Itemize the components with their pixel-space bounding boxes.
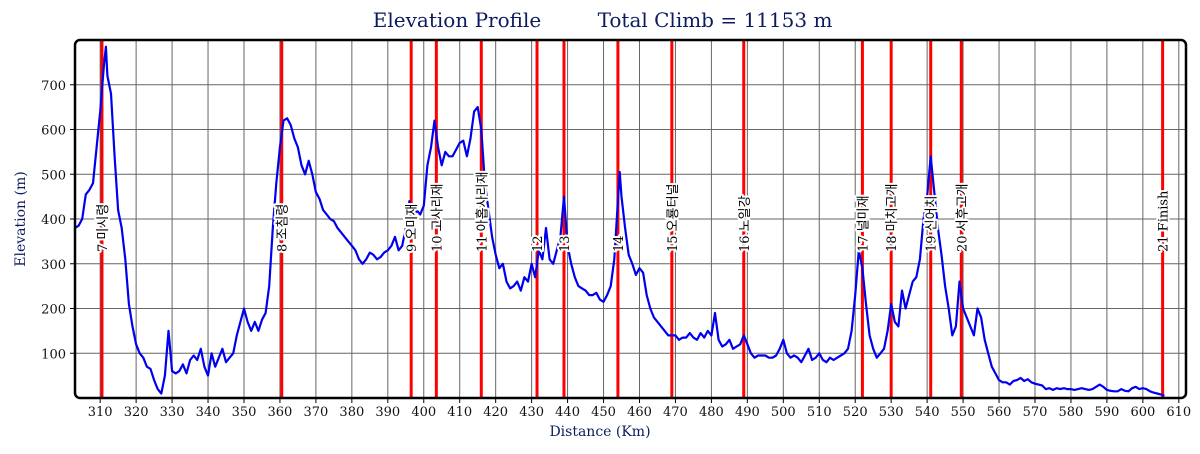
x-tick-label: 400 bbox=[411, 405, 436, 420]
checkpoint-label: 10 고사리재 bbox=[430, 183, 445, 252]
x-tick-label: 470 bbox=[663, 405, 688, 420]
chart-subtitle: Total Climb = 11153 m bbox=[598, 8, 833, 32]
checkpoint-label: 16 노일강 bbox=[738, 195, 753, 252]
grid-layer bbox=[75, 40, 1186, 398]
x-tick-label: 590 bbox=[1094, 405, 1119, 420]
checkpoint-layer bbox=[100, 40, 1165, 398]
x-tick-label: 380 bbox=[339, 405, 364, 420]
x-tick-label: 420 bbox=[483, 405, 508, 420]
tick-layer: 310 320 330 340 350 360 370 380 390 400 410 420 430 4… bbox=[41, 79, 1191, 420]
checkpoint-label: 21 Finish bbox=[1157, 190, 1172, 252]
x-tick-label: 570 bbox=[1023, 405, 1048, 420]
y-tick-label: 100 bbox=[41, 347, 66, 362]
x-tick-label: 340 bbox=[196, 405, 221, 420]
x-tick-label: 460 bbox=[627, 405, 652, 420]
x-tick-label: 580 bbox=[1059, 405, 1084, 420]
checkpoint-label: 7 미시령 bbox=[96, 204, 111, 252]
x-tick-label: 370 bbox=[303, 405, 328, 420]
y-tick-label: 300 bbox=[41, 258, 66, 273]
y-tick-label: 700 bbox=[41, 79, 66, 94]
x-tick-label: 360 bbox=[268, 405, 293, 420]
checkpoint-label: 20 서후고개 bbox=[955, 183, 970, 252]
checkpoint-label: 8 조침령 bbox=[276, 204, 291, 252]
x-tick-label: 510 bbox=[807, 405, 832, 420]
checkpoint-label: 12 bbox=[531, 235, 546, 252]
x-tick-label: 330 bbox=[160, 405, 185, 420]
series-layer bbox=[74, 45, 1165, 397]
x-tick-label: 490 bbox=[735, 405, 760, 420]
checkpoint-label: 19 신어치 bbox=[925, 195, 940, 252]
x-tick-label: 600 bbox=[1130, 405, 1155, 420]
elevation-line bbox=[74, 45, 1165, 397]
y-axis-label: Elevation (m) bbox=[13, 171, 29, 266]
y-tick-label: 600 bbox=[41, 124, 66, 139]
checkpoint-label-layer: 7 미시령 8 조침령 9 오미재 10 고사리재 11 아홉사리재 12 13 14 15 오… bbox=[94, 170, 1174, 254]
x-tick-label: 450 bbox=[591, 405, 616, 420]
x-tick-label: 430 bbox=[519, 405, 544, 420]
x-tick-label: 500 bbox=[771, 405, 796, 420]
checkpoint-label: 18 마치고개 bbox=[885, 183, 900, 252]
x-tick-label: 540 bbox=[915, 405, 940, 420]
checkpoint-label: 9 오미재 bbox=[405, 204, 420, 252]
checkpoint-label: 15 오룡터널 bbox=[666, 183, 681, 252]
x-tick-label: 390 bbox=[375, 405, 400, 420]
chart-title: Elevation Profile bbox=[373, 8, 541, 32]
x-tick-label: 320 bbox=[124, 405, 149, 420]
x-tick-label: 480 bbox=[699, 405, 724, 420]
checkpoint-label: 17 널미재 bbox=[856, 195, 871, 252]
x-tick-label: 610 bbox=[1166, 405, 1191, 420]
checkpoint-label: 14 bbox=[612, 235, 627, 252]
x-tick-label: 530 bbox=[879, 405, 904, 420]
x-tick-label: 410 bbox=[447, 405, 472, 420]
x-tick-label: 520 bbox=[843, 405, 868, 420]
x-tick-label: 310 bbox=[88, 405, 113, 420]
x-axis-label: Distance (Km) bbox=[549, 424, 650, 440]
y-tick-label: 500 bbox=[41, 168, 66, 183]
x-tick-label: 560 bbox=[987, 405, 1012, 420]
x-tick-label: 440 bbox=[555, 405, 580, 420]
y-tick-label: 200 bbox=[41, 303, 66, 318]
checkpoint-label: 13 bbox=[558, 235, 573, 252]
x-tick-label: 550 bbox=[951, 405, 976, 420]
y-tick-label: 400 bbox=[41, 213, 66, 228]
x-tick-label: 350 bbox=[232, 405, 257, 420]
checkpoint-label: 11 아홉사리재 bbox=[475, 172, 490, 252]
